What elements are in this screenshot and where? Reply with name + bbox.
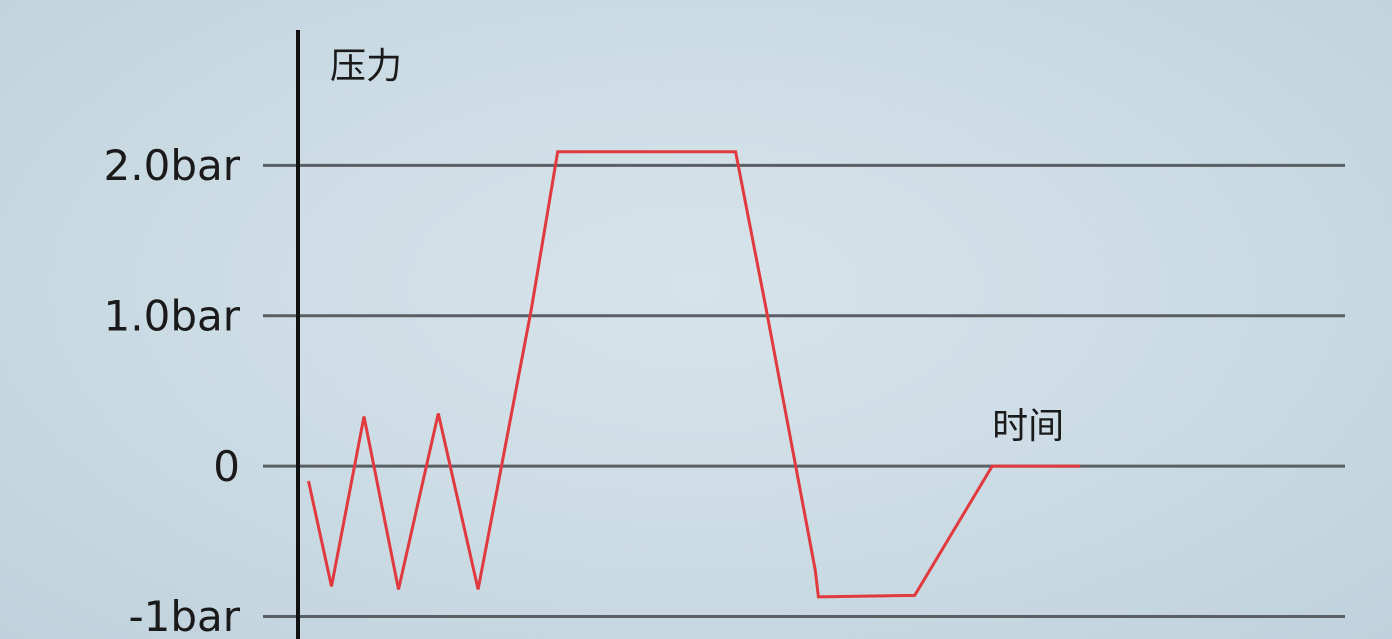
y-axis-title: 压力 (330, 46, 402, 87)
y-tick-label: -1bar (128, 592, 240, 639)
y-tick-label: 0 (213, 442, 240, 491)
x-axis-title: 时间 (992, 406, 1064, 447)
series-layer (307, 150, 1081, 599)
y-tick-label: 2.0bar (104, 141, 241, 190)
gridlines (263, 163, 1345, 618)
y-tick-label: 1.0bar (104, 291, 241, 340)
y-tick-labels: 2.0bar 1.0bar 0 -1bar (104, 141, 241, 639)
pressure-series-line (307, 150, 1081, 599)
